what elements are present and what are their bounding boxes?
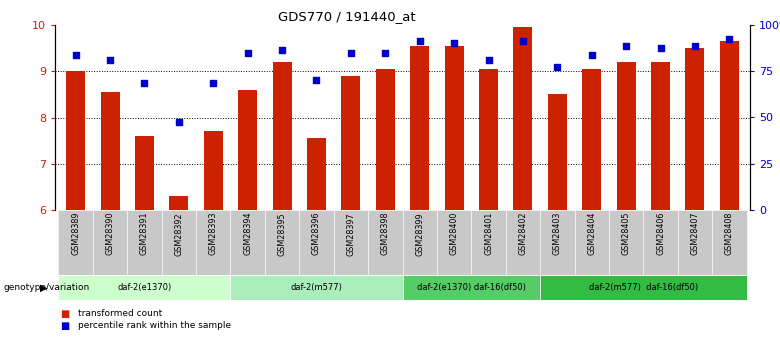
Point xyxy=(138,80,151,86)
Point xyxy=(69,52,82,58)
Bar xyxy=(686,48,704,210)
Text: daf-2(e1370): daf-2(e1370) xyxy=(117,283,172,292)
Bar xyxy=(445,46,463,210)
Point xyxy=(207,80,219,86)
Bar xyxy=(513,27,533,210)
Bar xyxy=(58,210,93,275)
Bar xyxy=(410,46,429,210)
Bar xyxy=(307,138,326,210)
Bar xyxy=(300,210,334,275)
Text: daf-2(m577): daf-2(m577) xyxy=(290,283,342,292)
Text: GSM28408: GSM28408 xyxy=(725,212,734,255)
Bar xyxy=(230,210,265,275)
Bar xyxy=(402,275,540,300)
Bar xyxy=(505,210,540,275)
Bar xyxy=(368,210,402,275)
Point xyxy=(689,43,701,49)
Text: percentile rank within the sample: percentile rank within the sample xyxy=(78,322,231,331)
Bar xyxy=(644,210,678,275)
Bar xyxy=(265,210,300,275)
Bar xyxy=(548,95,567,210)
Bar xyxy=(58,275,230,300)
Bar xyxy=(609,210,644,275)
Bar xyxy=(161,210,196,275)
Bar xyxy=(720,41,739,210)
Bar xyxy=(273,62,292,210)
Bar xyxy=(437,210,471,275)
Text: GSM28403: GSM28403 xyxy=(553,212,562,255)
Bar xyxy=(376,69,395,210)
Bar xyxy=(127,210,161,275)
Bar xyxy=(479,69,498,210)
Bar xyxy=(101,92,119,210)
Bar xyxy=(334,210,368,275)
Point xyxy=(482,57,495,62)
Bar xyxy=(617,62,636,210)
Text: GSM28393: GSM28393 xyxy=(209,212,218,255)
Text: ■: ■ xyxy=(60,321,69,331)
Text: GSM28401: GSM28401 xyxy=(484,212,493,255)
Point xyxy=(516,38,529,44)
Text: transformed count: transformed count xyxy=(78,309,162,318)
Text: GSM28402: GSM28402 xyxy=(519,212,527,255)
Bar xyxy=(712,210,746,275)
Text: GSM28394: GSM28394 xyxy=(243,212,252,255)
Bar xyxy=(135,136,154,210)
Bar xyxy=(651,62,670,210)
Text: GSM28398: GSM28398 xyxy=(381,212,390,255)
Point xyxy=(310,78,323,83)
Text: GSM28391: GSM28391 xyxy=(140,212,149,255)
Bar xyxy=(575,210,609,275)
Text: GSM28407: GSM28407 xyxy=(690,212,700,255)
Bar xyxy=(583,69,601,210)
Point xyxy=(620,43,633,49)
Text: GSM28392: GSM28392 xyxy=(175,212,183,256)
Bar xyxy=(540,275,746,300)
Text: GSM28405: GSM28405 xyxy=(622,212,631,255)
Point xyxy=(276,48,289,53)
Point xyxy=(379,50,392,56)
Bar xyxy=(196,210,230,275)
Text: ▶: ▶ xyxy=(40,283,47,293)
Text: GSM28389: GSM28389 xyxy=(71,212,80,255)
Bar xyxy=(471,210,505,275)
Bar xyxy=(66,71,85,210)
Text: GSM28404: GSM28404 xyxy=(587,212,596,255)
Bar xyxy=(678,210,712,275)
Point xyxy=(345,50,357,56)
Text: GSM28396: GSM28396 xyxy=(312,212,321,255)
Bar xyxy=(540,210,575,275)
Bar xyxy=(238,90,257,210)
Text: GSM28395: GSM28395 xyxy=(278,212,286,256)
Point xyxy=(586,52,598,58)
Point xyxy=(654,45,667,51)
Point xyxy=(104,57,116,62)
Bar xyxy=(342,76,360,210)
Text: daf-2(e1370) daf-16(df50): daf-2(e1370) daf-16(df50) xyxy=(417,283,526,292)
Bar xyxy=(204,131,223,210)
Text: GDS770 / 191440_at: GDS770 / 191440_at xyxy=(278,10,416,23)
Bar xyxy=(402,210,437,275)
Text: GSM28406: GSM28406 xyxy=(656,212,665,255)
Text: genotype/variation: genotype/variation xyxy=(4,283,90,292)
Text: ■: ■ xyxy=(60,309,69,319)
Text: GSM28400: GSM28400 xyxy=(449,212,459,255)
Bar xyxy=(169,196,188,210)
Point xyxy=(723,36,736,42)
Point xyxy=(413,38,426,44)
Point xyxy=(551,64,564,69)
Text: GSM28397: GSM28397 xyxy=(346,212,356,256)
Text: GSM28390: GSM28390 xyxy=(105,212,115,255)
Point xyxy=(448,41,460,46)
Point xyxy=(172,119,185,125)
Bar xyxy=(230,275,402,300)
Text: GSM28399: GSM28399 xyxy=(415,212,424,256)
Text: daf-2(m577)  daf-16(df50): daf-2(m577) daf-16(df50) xyxy=(589,283,698,292)
Point xyxy=(242,50,254,56)
Bar xyxy=(93,210,127,275)
